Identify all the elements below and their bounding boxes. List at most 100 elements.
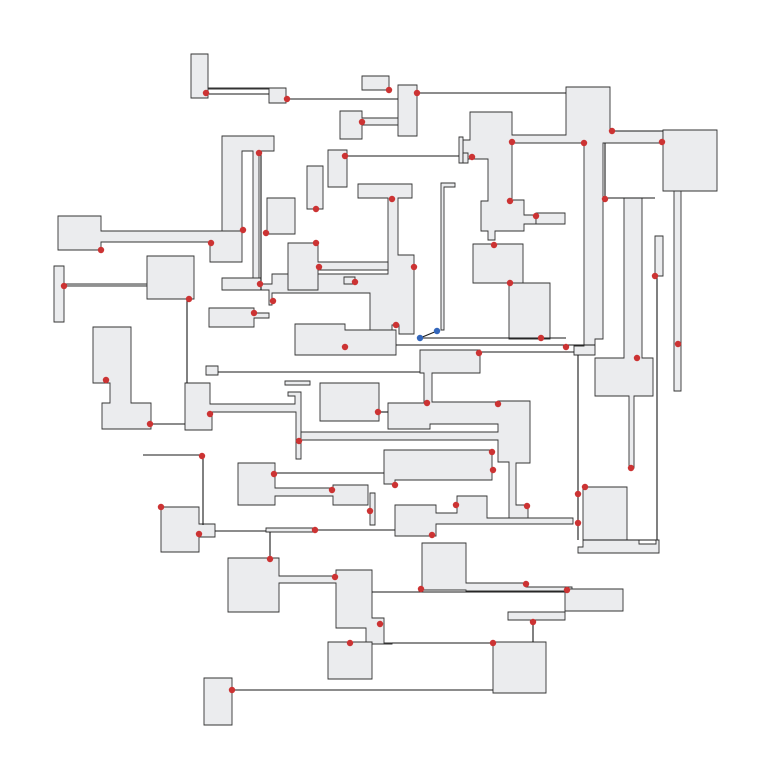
room[interactable]	[507, 611, 566, 621]
selected-node[interactable]	[433, 327, 441, 335]
selected-node[interactable]	[416, 334, 424, 342]
connection-node[interactable]	[488, 448, 496, 456]
connection-node[interactable]	[490, 241, 498, 249]
connection-node[interactable]	[563, 586, 571, 594]
connection-node[interactable]	[346, 639, 354, 647]
connection-node[interactable]	[651, 272, 659, 280]
connection-node[interactable]	[417, 585, 425, 593]
room[interactable]	[472, 243, 524, 284]
connection-node[interactable]	[331, 573, 339, 581]
room[interactable]	[160, 506, 216, 553]
connection-node[interactable]	[392, 321, 400, 329]
connection-node[interactable]	[351, 278, 359, 286]
room[interactable]	[258, 183, 415, 336]
connection-node[interactable]	[489, 639, 497, 647]
connection-node[interactable]	[674, 340, 682, 348]
room[interactable]	[339, 84, 418, 140]
connection-node[interactable]	[529, 618, 537, 626]
connection-node[interactable]	[574, 490, 582, 498]
connection-node[interactable]	[266, 555, 274, 563]
room[interactable]	[564, 588, 624, 612]
connection-node[interactable]	[410, 263, 418, 271]
connection-node[interactable]	[60, 282, 68, 290]
connection-node[interactable]	[262, 229, 270, 237]
room[interactable]	[265, 527, 315, 533]
connection-node[interactable]	[185, 295, 193, 303]
connection-node[interactable]	[506, 197, 514, 205]
connection-node[interactable]	[256, 280, 264, 288]
connection-node[interactable]	[423, 399, 431, 407]
connection-node[interactable]	[608, 127, 616, 135]
room[interactable]	[294, 323, 397, 356]
connection-node[interactable]	[658, 138, 666, 146]
connection-node[interactable]	[146, 420, 154, 428]
room[interactable]	[462, 152, 469, 164]
room[interactable]	[654, 235, 664, 277]
connection-node[interactable]	[315, 263, 323, 271]
connection-node[interactable]	[428, 531, 436, 539]
connection-node[interactable]	[358, 118, 366, 126]
connection-node[interactable]	[195, 530, 203, 538]
room[interactable]	[53, 255, 195, 323]
room[interactable]	[535, 212, 566, 225]
connection-node[interactable]	[366, 507, 374, 515]
connection-node[interactable]	[97, 246, 105, 254]
connection-node[interactable]	[385, 86, 393, 94]
room[interactable]	[577, 486, 660, 554]
connection-node[interactable]	[255, 149, 263, 157]
room[interactable]	[594, 197, 654, 469]
connection-node[interactable]	[601, 195, 609, 203]
connection-node[interactable]	[537, 334, 545, 342]
room[interactable]	[300, 349, 531, 520]
room[interactable]	[227, 557, 393, 645]
connection-node[interactable]	[468, 153, 476, 161]
room[interactable]	[327, 641, 373, 680]
room[interactable]	[319, 382, 380, 422]
room[interactable]	[287, 242, 389, 291]
connection-node[interactable]	[574, 519, 582, 527]
connection-node[interactable]	[228, 686, 236, 694]
connection-node[interactable]	[508, 138, 516, 146]
connection-node[interactable]	[374, 408, 382, 416]
connection-node[interactable]	[413, 89, 421, 97]
room[interactable]	[237, 462, 369, 506]
connection-node[interactable]	[295, 437, 303, 445]
connection-node[interactable]	[580, 139, 588, 147]
room[interactable]	[383, 449, 493, 485]
room[interactable]	[205, 365, 219, 376]
room[interactable]	[221, 277, 262, 291]
room[interactable]	[190, 53, 270, 99]
room[interactable]	[394, 495, 574, 537]
room[interactable]	[673, 190, 682, 392]
connection-node[interactable]	[270, 470, 278, 478]
connection-node[interactable]	[341, 343, 349, 351]
room[interactable]	[327, 149, 348, 188]
connection-node[interactable]	[633, 354, 641, 362]
connection-node[interactable]	[522, 580, 530, 588]
connection-node[interactable]	[341, 152, 349, 160]
connection-node[interactable]	[388, 195, 396, 203]
connection-node[interactable]	[312, 205, 320, 213]
connection-node[interactable]	[532, 212, 540, 220]
room[interactable]	[458, 136, 464, 164]
connection-node[interactable]	[452, 501, 460, 509]
connection-node[interactable]	[250, 309, 258, 317]
connection-node[interactable]	[376, 620, 384, 628]
connection-node[interactable]	[312, 239, 320, 247]
connection-node[interactable]	[328, 486, 336, 494]
connection-node[interactable]	[581, 483, 589, 491]
connection-node[interactable]	[475, 349, 483, 357]
room[interactable]	[284, 380, 311, 386]
room[interactable]	[421, 542, 573, 592]
room[interactable]	[208, 307, 270, 328]
connection-node[interactable]	[269, 297, 277, 305]
room[interactable]	[266, 197, 296, 235]
room[interactable]	[440, 182, 456, 331]
connection-node[interactable]	[311, 526, 319, 534]
connection-node[interactable]	[523, 502, 531, 510]
connection-node[interactable]	[239, 226, 247, 234]
room[interactable]	[306, 165, 324, 210]
connection-node[interactable]	[391, 481, 399, 489]
connection-node[interactable]	[202, 89, 210, 97]
room[interactable]	[369, 492, 376, 526]
